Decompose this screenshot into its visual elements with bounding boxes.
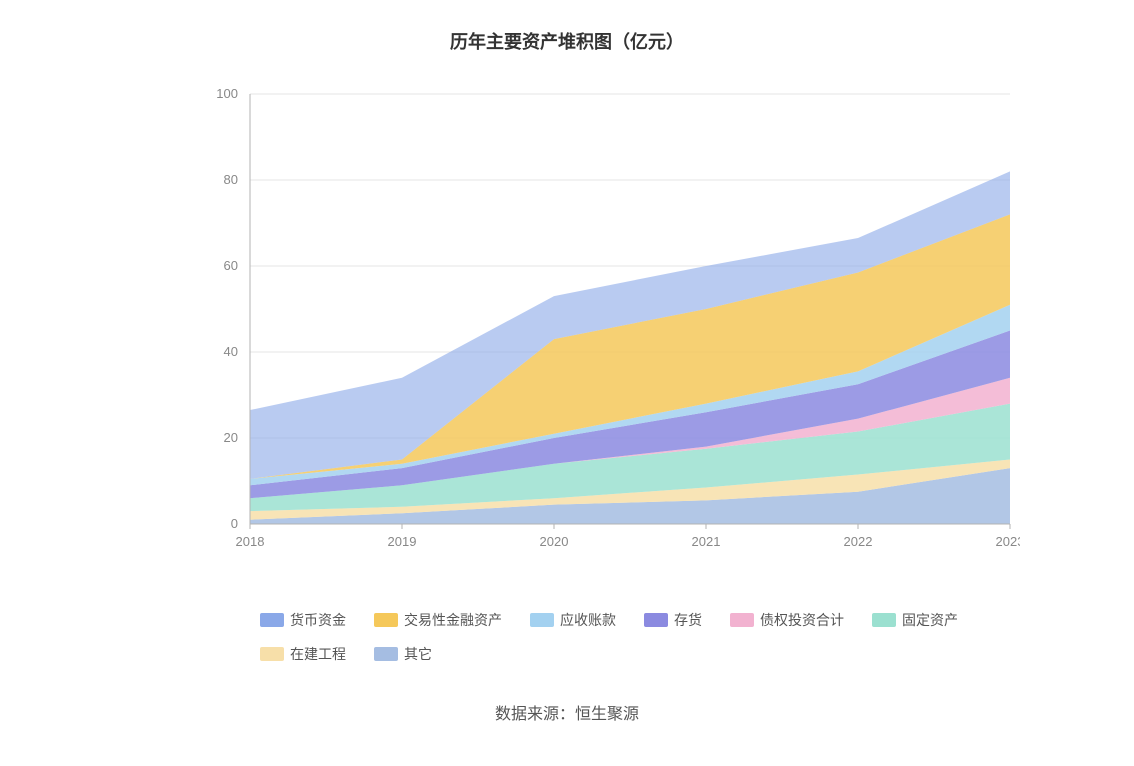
legend-swatch-receivable [530, 613, 554, 627]
legend-swatch-cash [260, 613, 284, 627]
data-source-label: 数据来源：恒生聚源 [0, 700, 1134, 724]
svg-text:60: 60 [224, 258, 238, 273]
legend-item-debt_inv[interactable]: 债权投资合计 [730, 610, 844, 630]
svg-text:80: 80 [224, 172, 238, 187]
legend-label-receivable: 应收账款 [560, 610, 616, 630]
stacked-area-chart: 0 20 40 60 80 100 2018 2019 2020 2021 2022 2023 [200, 84, 1020, 554]
chart-container: 0 20 40 60 80 100 2018 2019 2020 2021 2022 2023 [200, 84, 1020, 554]
legend-item-cip[interactable]: 在建工程 [260, 644, 346, 664]
legend-item-receivable[interactable]: 应收账款 [530, 610, 616, 630]
svg-text:40: 40 [224, 344, 238, 359]
legend-swatch-inventory [644, 613, 668, 627]
legend-label-inventory: 存货 [674, 610, 702, 630]
legend-swatch-other [374, 647, 398, 661]
legend-item-trading[interactable]: 交易性金融资产 [374, 610, 502, 630]
legend-label-other: 其它 [404, 644, 432, 664]
legend-item-inventory[interactable]: 存货 [644, 610, 702, 630]
svg-text:100: 100 [216, 86, 238, 101]
legend-swatch-cip [260, 647, 284, 661]
legend-item-other[interactable]: 其它 [374, 644, 432, 664]
svg-text:2018: 2018 [236, 534, 265, 549]
legend-item-fixed[interactable]: 固定资产 [872, 610, 958, 630]
legend-swatch-fixed [872, 613, 896, 627]
svg-text:2021: 2021 [692, 534, 721, 549]
legend-label-debt_inv: 债权投资合计 [760, 610, 844, 630]
legend-item-cash[interactable]: 货币资金 [260, 610, 346, 630]
svg-text:2023: 2023 [996, 534, 1020, 549]
legend-swatch-trading [374, 613, 398, 627]
legend-label-trading: 交易性金融资产 [404, 610, 502, 630]
svg-text:2019: 2019 [388, 534, 417, 549]
svg-text:2022: 2022 [844, 534, 873, 549]
legend-swatch-debt_inv [730, 613, 754, 627]
page-root: 历年主要资产堆积图（亿元） 0 20 40 60 80 100 2018 2019 2020 20… [0, 0, 1134, 766]
svg-text:0: 0 [231, 516, 238, 531]
legend: 货币资金 交易性金融资产 应收账款 存货 债权投资合计 固定资产在建工程 其它 [200, 610, 1020, 678]
legend-label-fixed: 固定资产 [902, 610, 958, 630]
chart-title: 历年主要资产堆积图（亿元） [0, 28, 1134, 54]
legend-label-cip: 在建工程 [290, 644, 346, 664]
svg-text:2020: 2020 [540, 534, 569, 549]
legend-label-cash: 货币资金 [290, 610, 346, 630]
svg-text:20: 20 [224, 430, 238, 445]
